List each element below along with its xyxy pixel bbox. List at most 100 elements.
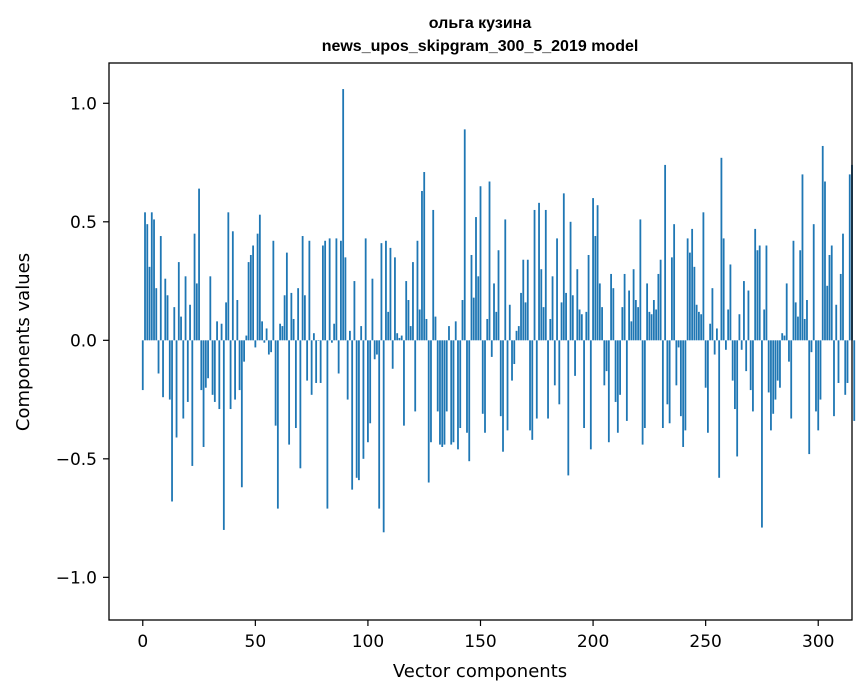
bar-component-219 bbox=[634, 300, 637, 341]
bar-component-73 bbox=[306, 340, 309, 381]
bar-component-34 bbox=[218, 340, 221, 410]
bar-component-312 bbox=[844, 340, 847, 395]
x-tick-label: 250 bbox=[689, 632, 721, 652]
bar-component-183 bbox=[553, 340, 556, 386]
bar-component-97 bbox=[360, 326, 363, 341]
bar-component-270 bbox=[749, 340, 752, 391]
bar-component-193 bbox=[576, 269, 579, 341]
bar-component-109 bbox=[387, 311, 390, 341]
bar-component-194 bbox=[578, 309, 581, 341]
bar-component-287 bbox=[788, 340, 790, 362]
bar-component-244 bbox=[691, 228, 694, 341]
bar-component-1 bbox=[144, 212, 146, 341]
bar-component-268 bbox=[745, 340, 748, 372]
bar-component-214 bbox=[623, 273, 626, 341]
bar-component-111 bbox=[391, 340, 394, 369]
x-axis-label: Vector components bbox=[393, 661, 567, 682]
bar-component-186 bbox=[560, 302, 563, 341]
bar-component-163 bbox=[508, 304, 511, 341]
bar-component-302 bbox=[821, 145, 824, 341]
bar-component-71 bbox=[301, 236, 304, 341]
bar-component-151 bbox=[481, 340, 484, 414]
bar-component-108 bbox=[385, 240, 387, 341]
bar-component-96 bbox=[358, 340, 360, 481]
bar-component-129 bbox=[432, 209, 435, 341]
bar-component-84 bbox=[331, 340, 333, 343]
bar-component-25 bbox=[198, 188, 200, 341]
bar-component-63 bbox=[283, 295, 286, 341]
bar-component-236 bbox=[673, 224, 676, 341]
bar-component-98 bbox=[362, 340, 365, 459]
bar-component-86 bbox=[335, 238, 338, 341]
bar-component-231 bbox=[661, 340, 664, 429]
bar-component-159 bbox=[499, 340, 502, 417]
bar-component-75 bbox=[310, 340, 313, 395]
bar-component-145 bbox=[468, 340, 471, 462]
bar-component-156 bbox=[493, 283, 495, 341]
bar-component-217 bbox=[630, 321, 633, 341]
bar-component-171 bbox=[526, 259, 529, 341]
bar-component-175 bbox=[535, 340, 538, 419]
bar-component-26 bbox=[200, 340, 203, 391]
bar-component-289 bbox=[792, 240, 795, 341]
bar-component-6 bbox=[155, 288, 158, 341]
bar-component-255 bbox=[716, 328, 718, 341]
bar-component-54 bbox=[263, 340, 266, 343]
bar-component-269 bbox=[747, 290, 750, 341]
bar-component-56 bbox=[267, 340, 270, 355]
bar-component-9 bbox=[162, 340, 164, 398]
bar-component-134 bbox=[443, 340, 446, 445]
bar-component-172 bbox=[529, 340, 531, 431]
bar-component-147 bbox=[472, 297, 475, 341]
bar-component-238 bbox=[677, 340, 680, 348]
bar-component-180 bbox=[547, 340, 549, 419]
bar-component-133 bbox=[441, 340, 444, 447]
bar-component-206 bbox=[605, 340, 608, 372]
bar-component-46 bbox=[245, 335, 248, 341]
bar-component-158 bbox=[497, 250, 500, 341]
bar-component-70 bbox=[299, 340, 302, 469]
bar-component-137 bbox=[450, 340, 453, 445]
bar-component-237 bbox=[675, 340, 678, 386]
bar-component-218 bbox=[632, 269, 635, 341]
bar-component-290 bbox=[794, 302, 797, 341]
bar-component-124 bbox=[421, 190, 423, 341]
bar-component-311 bbox=[842, 233, 844, 341]
bar-component-65 bbox=[288, 340, 291, 445]
bar-component-83 bbox=[328, 238, 331, 341]
bar-component-253 bbox=[711, 288, 714, 341]
bar-component-202 bbox=[596, 205, 599, 341]
bar-component-169 bbox=[522, 259, 525, 341]
bar-component-87 bbox=[337, 340, 340, 374]
bar-component-208 bbox=[610, 273, 612, 341]
x-tick-label: 200 bbox=[577, 632, 609, 652]
bar-component-301 bbox=[819, 340, 822, 400]
bar-component-33 bbox=[216, 321, 218, 341]
bar-component-100 bbox=[367, 340, 369, 443]
bar-component-55 bbox=[265, 328, 268, 341]
bar-component-40 bbox=[231, 231, 234, 341]
bar-component-242 bbox=[686, 238, 689, 341]
bar-component-306 bbox=[830, 245, 833, 341]
bar-component-191 bbox=[571, 295, 574, 341]
bar-component-243 bbox=[688, 252, 691, 341]
bar-component-294 bbox=[803, 318, 806, 341]
bar-component-220 bbox=[637, 307, 640, 341]
bar-component-278 bbox=[767, 340, 770, 393]
bar-component-211 bbox=[616, 340, 619, 433]
bar-component-95 bbox=[355, 340, 358, 478]
bar-component-116 bbox=[403, 340, 405, 426]
bar-component-79 bbox=[319, 340, 322, 383]
bar-component-264 bbox=[736, 340, 739, 457]
bar-component-122 bbox=[416, 240, 419, 341]
bar-component-271 bbox=[752, 340, 754, 412]
bar-component-250 bbox=[704, 340, 707, 388]
bar-component-247 bbox=[698, 311, 700, 341]
bar-component-229 bbox=[657, 273, 660, 341]
bar-component-76 bbox=[312, 333, 315, 341]
bar-component-132 bbox=[439, 340, 441, 445]
bar-component-14 bbox=[173, 307, 176, 341]
bar-component-276 bbox=[763, 309, 766, 341]
